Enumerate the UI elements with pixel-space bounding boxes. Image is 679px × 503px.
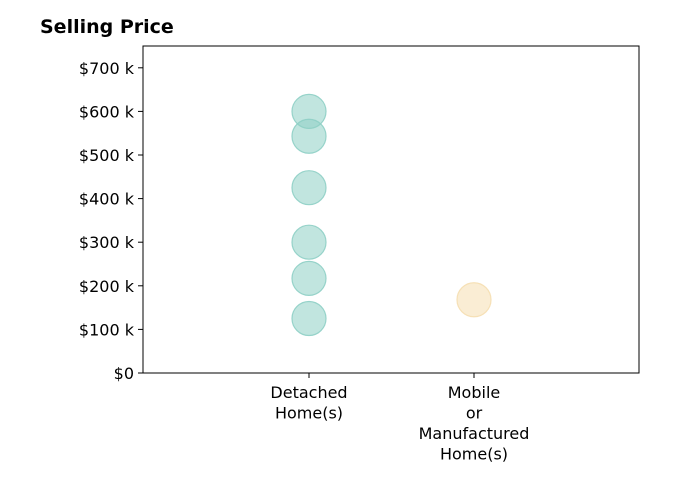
y-tick-label: $600 k (79, 102, 135, 121)
y-axis: $0 $100 k $200 k $300 k $400 k $500 k $600 k $7… (79, 59, 143, 383)
plot-area (142, 45, 640, 374)
y-tick-label: $0 (114, 364, 134, 383)
y-tick-label: $700 k (79, 59, 135, 78)
data-point (291, 260, 327, 296)
y-tick-label: $300 k (79, 233, 135, 252)
x-tick-label: Mobile or Manufactured Home(s) (419, 383, 530, 464)
x-tick-label: Detached Home(s) (270, 383, 347, 423)
chart-title: Selling Price (40, 16, 174, 38)
x-axis: Detached Home(s) Mobile or Manufactured Home(… (270, 373, 529, 464)
data-point (291, 170, 327, 206)
data-point (456, 282, 492, 318)
data-points (291, 93, 492, 337)
data-point (291, 224, 327, 260)
y-tick-label: $100 k (79, 320, 135, 339)
y-tick-label: $500 k (79, 146, 135, 165)
data-point (291, 118, 327, 154)
data-point (291, 300, 327, 337)
y-tick-label: $200 k (79, 277, 135, 296)
y-tick-label: $400 k (79, 190, 135, 209)
